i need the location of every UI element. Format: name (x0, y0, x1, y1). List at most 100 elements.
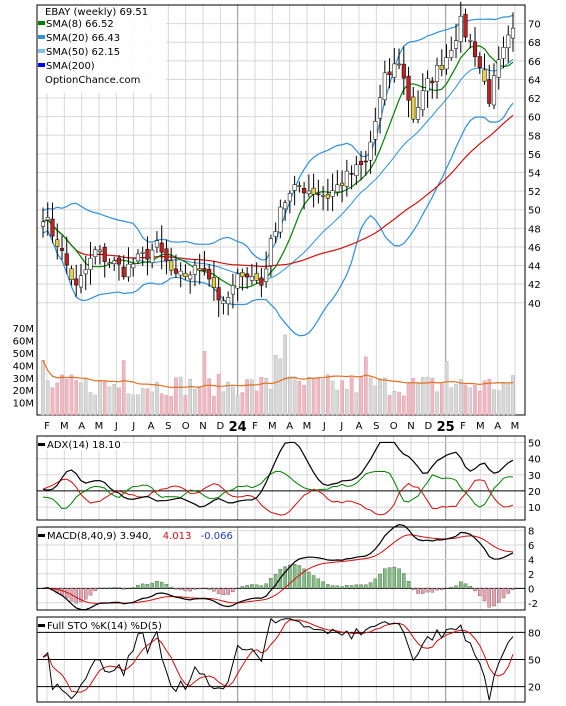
volume-bar (197, 387, 202, 416)
candle-body (97, 249, 103, 252)
x-tick-label: J (114, 421, 118, 432)
candle-body (449, 50, 454, 58)
price-tick-label: 48 (528, 224, 541, 235)
sto-panel-frame (36, 616, 526, 703)
volume-bar (383, 377, 387, 416)
candle-body (116, 257, 122, 265)
volume-bar (425, 376, 430, 416)
x-tick-label: M (268, 421, 277, 432)
volume-bar (207, 378, 211, 416)
candle-body (50, 218, 55, 237)
macd-histogram-bar (221, 588, 226, 596)
sto-tick-label: 20 (528, 683, 541, 694)
price-tick-label: 70 (528, 20, 541, 31)
macd-histogram-bar (487, 588, 492, 608)
macd-histogram-bar (359, 584, 363, 589)
candle-body (463, 14, 468, 38)
volume-bar (501, 382, 506, 416)
volume-bar (112, 384, 117, 416)
macd-tick-label: 0 (528, 584, 534, 595)
macd-histogram-bar (478, 588, 482, 597)
volume-bar (216, 374, 221, 416)
candle-body (192, 264, 197, 275)
x-tick-label: A (494, 421, 501, 432)
brand-label: OptionChance.com (45, 75, 140, 86)
price-tick-label: 58 (528, 131, 541, 142)
volume-bar (107, 386, 112, 416)
sto-title: Full STO %K(14) %D(5) (47, 621, 162, 632)
x-tick-label: O (182, 421, 190, 432)
macd-histogram-bar (392, 566, 397, 589)
candle-body (420, 90, 425, 111)
candle-body (150, 249, 155, 264)
macd-histogram-bar (169, 586, 173, 589)
volume-bar (349, 376, 354, 416)
candle-body (330, 190, 335, 197)
candle-body (349, 173, 354, 175)
macd-histogram-bar (340, 586, 344, 589)
candle-body (173, 268, 178, 274)
volume-bar (117, 387, 121, 416)
macd-histogram-bar (454, 585, 458, 589)
volume-bar (416, 382, 420, 416)
stochastic-lines (42, 617, 514, 701)
sto-legend: Full STO %K(14) %D(5) (38, 619, 162, 632)
volume-bar (50, 387, 55, 416)
macd-histogram-bar (136, 585, 140, 589)
volume-bar (212, 395, 216, 416)
volume-bar (444, 361, 449, 416)
candle-body (121, 266, 126, 278)
macd-lines (42, 524, 515, 611)
volume-bar (273, 354, 278, 416)
x-tick-label: 25 (437, 420, 455, 435)
macd-histogram-bar (183, 588, 188, 592)
macd-histogram-bar (373, 578, 378, 589)
candle-body (292, 184, 297, 191)
macd-histogram-bar (93, 588, 97, 592)
x-tick-label: A (148, 421, 155, 432)
price-tick-label: 56 (528, 150, 541, 161)
volume-average-line (42, 359, 514, 389)
macd-histogram-bar (397, 568, 401, 589)
macd-histogram-bar (88, 588, 93, 596)
macd-tick-label: 6 (528, 541, 534, 552)
volume-bar (231, 386, 235, 416)
macd-histogram-bar (473, 588, 477, 592)
candle-body (74, 278, 79, 286)
candle-body (335, 184, 340, 193)
macd-histogram-bar (330, 585, 335, 589)
volume-bar (93, 394, 98, 416)
macd-histogram-bar (216, 588, 221, 594)
volume-bar (41, 359, 45, 416)
candle-body (316, 193, 321, 196)
volume-bar (402, 395, 406, 416)
candle-body (506, 34, 511, 49)
candle-body (283, 202, 288, 210)
volume-bar (131, 394, 136, 416)
macd-tick-label: -2 (528, 599, 538, 610)
minus-di-line (42, 478, 514, 516)
candle-body (472, 41, 478, 58)
macd-histogram-bar (159, 581, 164, 589)
x-tick-label: J (322, 421, 326, 432)
volume-bar (126, 393, 131, 416)
volume-bar (174, 377, 178, 416)
candle-body (297, 185, 302, 187)
adx-tick-label: 50 (528, 438, 541, 449)
volume-bar (278, 358, 283, 416)
macd-histogram-bar (482, 588, 487, 602)
sto-tick-label: 80 (528, 628, 541, 639)
macd-histogram-bar (117, 587, 121, 589)
sto-k-line (42, 617, 514, 701)
candle-body (254, 273, 259, 281)
x-tick-label: A (356, 421, 363, 432)
macd-histogram-bar (231, 588, 235, 593)
macd-panel-frame (36, 526, 526, 611)
x-tick-label: F (44, 421, 50, 432)
candle-body (321, 195, 326, 197)
candle-body (55, 239, 60, 247)
volume-bar (202, 351, 207, 416)
candle-body (221, 300, 226, 304)
volume-bar (511, 375, 515, 416)
